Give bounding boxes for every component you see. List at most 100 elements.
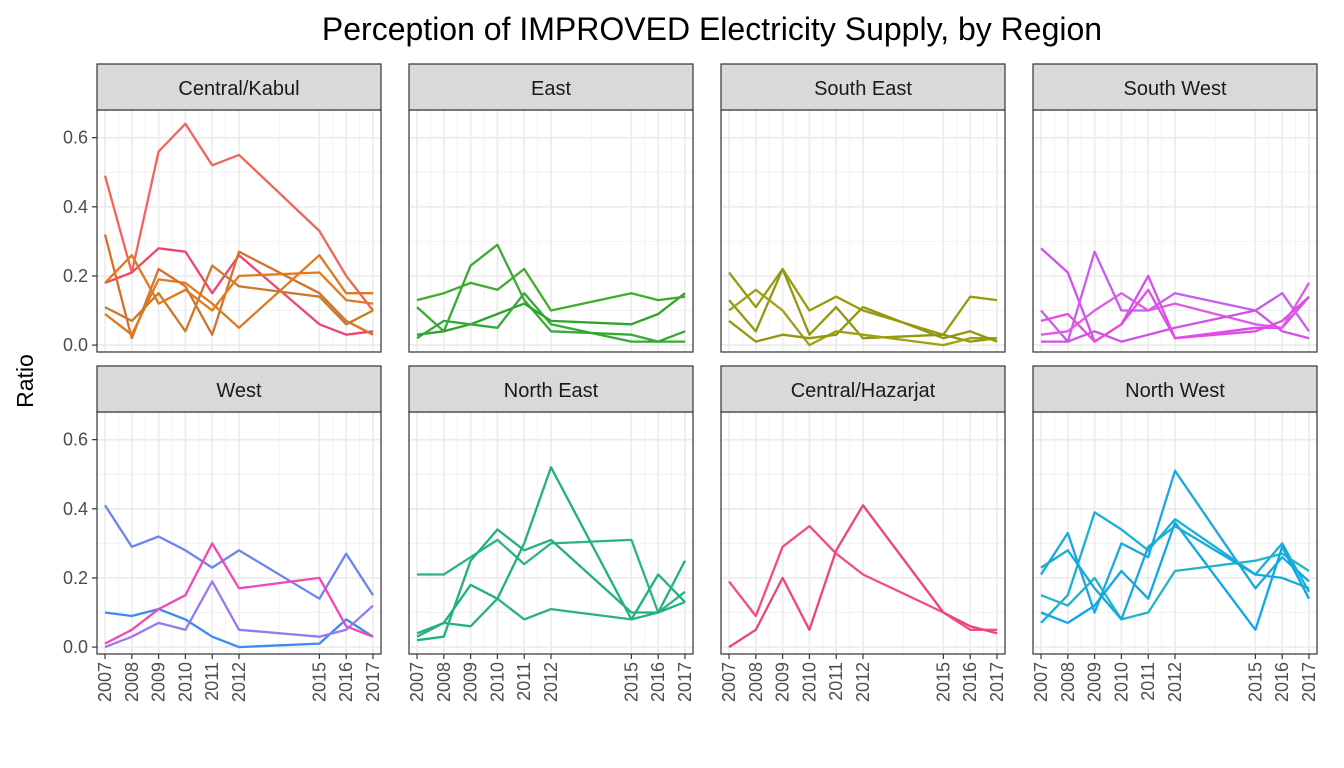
x-tick-label: 2007 — [719, 662, 739, 702]
series-line — [104, 254, 373, 336]
y-axis-title: Ratio — [12, 354, 38, 408]
x-tick-label: 2009 — [461, 662, 481, 702]
facet-panel: West 0.0 0.2 0.4 0.6 2007 2008 2009 2010 2011 2012… — [63, 365, 383, 702]
y-tick-label: 0.4 — [63, 197, 88, 217]
series-line — [1040, 552, 1310, 621]
series-line — [416, 528, 687, 642]
strip-background — [720, 365, 1006, 413]
x-tick-label: 2012 — [1165, 662, 1185, 702]
series-line — [728, 267, 998, 343]
strip-background — [1032, 63, 1318, 111]
x-tick-label: 2012 — [853, 662, 873, 702]
series-line — [104, 247, 374, 336]
series-line — [1040, 511, 1311, 624]
strip-background — [96, 365, 382, 413]
x-tick-label: 2008 — [122, 662, 142, 702]
series-line — [104, 264, 374, 333]
x-tick-label: 2007 — [1031, 662, 1051, 702]
x-tick-label: 2012 — [541, 662, 561, 702]
x-tick-label: 2011 — [1138, 662, 1158, 701]
y-tick-label: 0.6 — [63, 128, 88, 148]
x-tick-label: 2016 — [648, 662, 668, 702]
series-line — [1040, 469, 1310, 614]
x-tick-label: 2017 — [675, 662, 695, 702]
x-tick-label: 2011 — [514, 662, 534, 701]
x-tick-label: 2010 — [175, 662, 195, 702]
y-tick-label: 0.4 — [63, 499, 88, 519]
series-line — [1040, 524, 1310, 621]
facet-panel: Central/Kabul 0.0 0.2 0.4 0.6 — [63, 63, 382, 355]
series-line — [104, 607, 374, 649]
x-tick-label: 2012 — [229, 662, 249, 702]
x-tick-label: 2017 — [1299, 662, 1319, 702]
x-tick-label: 2015 — [621, 662, 641, 702]
facet-panels: Central/Kabul 0.0 0.2 0.4 0.6 East South East S… — [63, 63, 1319, 702]
x-tick-label: 2009 — [149, 662, 169, 702]
series-line — [103, 122, 374, 312]
series-line — [104, 504, 374, 600]
x-tick-label: 2010 — [799, 662, 819, 702]
x-tick-label: 2016 — [1272, 662, 1292, 702]
facet-panel: Central/Hazarjat 2007 2008 2009 2010 2011 2012… — [719, 365, 1007, 702]
x-tick-label: 2008 — [434, 662, 454, 702]
series-line — [728, 504, 998, 649]
strip-label: Central/Hazarjat — [791, 380, 936, 402]
series-line — [416, 292, 686, 343]
strip-label: South West — [1123, 78, 1226, 100]
series-line — [416, 243, 685, 343]
x-tick-label: 2017 — [363, 662, 383, 702]
series-line — [104, 580, 374, 649]
facet-panel: North West 2007 2008 2009 2010 2011 2012 2015 20… — [1031, 365, 1319, 702]
series-line — [728, 305, 998, 343]
x-tick-label: 2008 — [1058, 662, 1078, 702]
x-tick-label: 2007 — [95, 662, 115, 702]
series-line — [416, 597, 686, 635]
strip-label: North West — [1125, 380, 1225, 402]
x-tick-label: 2016 — [960, 662, 980, 702]
strip-background — [720, 63, 1006, 111]
strip-background — [96, 63, 382, 111]
y-tick-label: 0.2 — [63, 568, 88, 588]
facet-panel: South West — [1032, 63, 1318, 353]
strip-label: South East — [814, 78, 912, 100]
x-tick-label: 2009 — [1085, 662, 1105, 702]
x-tick-label: 2009 — [773, 662, 793, 702]
series-line — [416, 292, 686, 336]
y-tick-label: 0.2 — [63, 266, 88, 286]
series-line — [1040, 288, 1310, 343]
facet-panel: North East 2007 2008 2009 2010 2011 2012 2015 20… — [407, 365, 695, 702]
x-tick-label: 2016 — [336, 662, 356, 702]
x-tick-label: 2007 — [407, 662, 427, 702]
x-tick-label: 2010 — [1111, 662, 1131, 702]
series-line — [416, 267, 686, 312]
x-tick-label: 2010 — [487, 662, 507, 702]
y-tick-label: 0.6 — [63, 430, 88, 450]
x-tick-label: 2015 — [1245, 662, 1265, 702]
x-tick-label: 2017 — [987, 662, 1007, 702]
strip-label: North East — [504, 380, 599, 402]
facet-panel: East — [408, 63, 694, 353]
strip-background — [408, 365, 694, 413]
series-line — [1040, 247, 1310, 343]
strip-background — [408, 63, 694, 111]
y-tick-label: 0.0 — [63, 637, 88, 657]
strip-label: Central/Kabul — [178, 78, 299, 100]
facet-panel: South East — [720, 63, 1006, 353]
strip-background — [1032, 365, 1318, 413]
series-line — [728, 288, 997, 347]
x-tick-label: 2015 — [309, 662, 329, 702]
x-tick-label: 2008 — [746, 662, 766, 702]
x-tick-label: 2011 — [826, 662, 846, 701]
x-tick-label: 2011 — [202, 662, 222, 701]
strip-label: West — [216, 380, 262, 402]
y-tick-label: 0.0 — [63, 335, 88, 355]
series-line — [1040, 521, 1311, 631]
x-tick-label: 2015 — [933, 662, 953, 702]
series-line — [104, 542, 374, 645]
series-line — [104, 254, 374, 312]
series-line — [728, 267, 998, 336]
chart-title: Perception of IMPROVED Electricity Suppl… — [322, 11, 1102, 47]
strip-label: East — [531, 78, 571, 100]
